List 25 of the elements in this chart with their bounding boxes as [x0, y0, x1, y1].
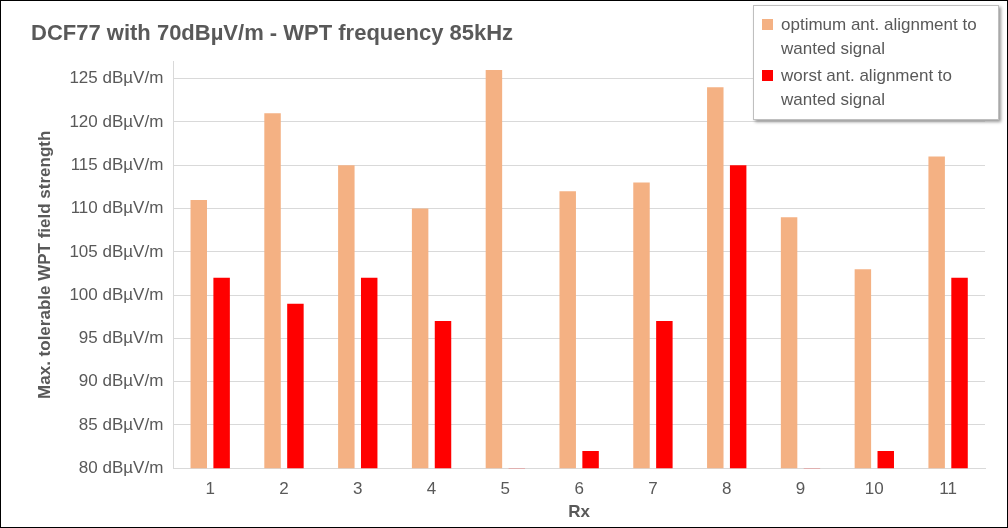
y-tick-label: 80 dBµV/m	[78, 457, 164, 477]
x-tick-label: 5	[500, 479, 511, 499]
x-axis-title: Rx	[568, 502, 591, 522]
x-tick-label: 11	[939, 479, 957, 499]
x-tick-label: 1	[205, 479, 215, 499]
y-tick-label: 110 dBµV/m	[70, 198, 164, 218]
x-tick-label: 2	[279, 479, 289, 499]
y-tick-label: 105 dBµV/m	[69, 241, 164, 261]
x-tick-label: 6	[574, 479, 584, 499]
x-tick-label: 9	[795, 479, 806, 499]
y-tick-label: 120 dBµV/m	[69, 111, 164, 131]
y-tick-label: 100 dBµV/m	[69, 284, 164, 304]
x-tick-label: 7	[648, 479, 658, 499]
y-tick-label: 115 dBµV/m	[70, 154, 164, 174]
y-tick-label: 95 dBµV/m	[78, 328, 164, 348]
y-axis-title: Max. tolerable WPT field strength	[34, 130, 54, 399]
x-tick-label: 10	[864, 479, 884, 499]
x-tick-label: 8	[722, 479, 732, 499]
y-tick-label: 85 dBµV/m	[78, 414, 164, 434]
x-tick-label: 4	[426, 479, 437, 499]
chart-title: DCF77 with 70dBµV/m - WPT frequency 85kHz	[31, 20, 514, 46]
y-tick-label: 125 dBµV/m	[69, 68, 164, 88]
y-tick-label: 90 dBµV/m	[78, 371, 164, 391]
x-tick-label: 3	[353, 479, 363, 499]
legend-label: worst ant. alignment to wanted signal	[781, 65, 954, 111]
